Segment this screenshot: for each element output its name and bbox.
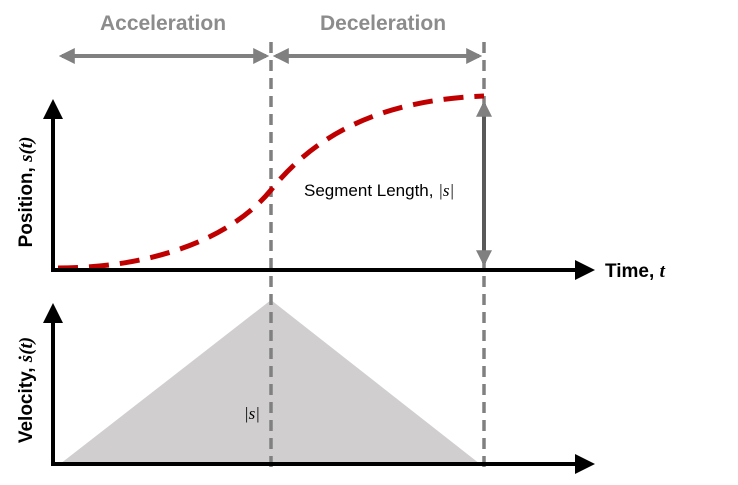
position-curve	[57, 93, 485, 271]
acceleration-label: Acceleration	[100, 12, 226, 35]
triangle-area-label: |s|	[244, 404, 260, 423]
position-axis-label: Position, s(t)	[16, 137, 37, 248]
velocity-triangle	[60, 300, 480, 464]
deceleration-label: Deceleration	[320, 12, 446, 35]
time-axis-label: Time, t	[605, 261, 666, 282]
velocity-axis-label: Velocity, ṡ(t)	[16, 337, 37, 443]
segment-length-label: Segment Length, |s|	[304, 181, 454, 200]
